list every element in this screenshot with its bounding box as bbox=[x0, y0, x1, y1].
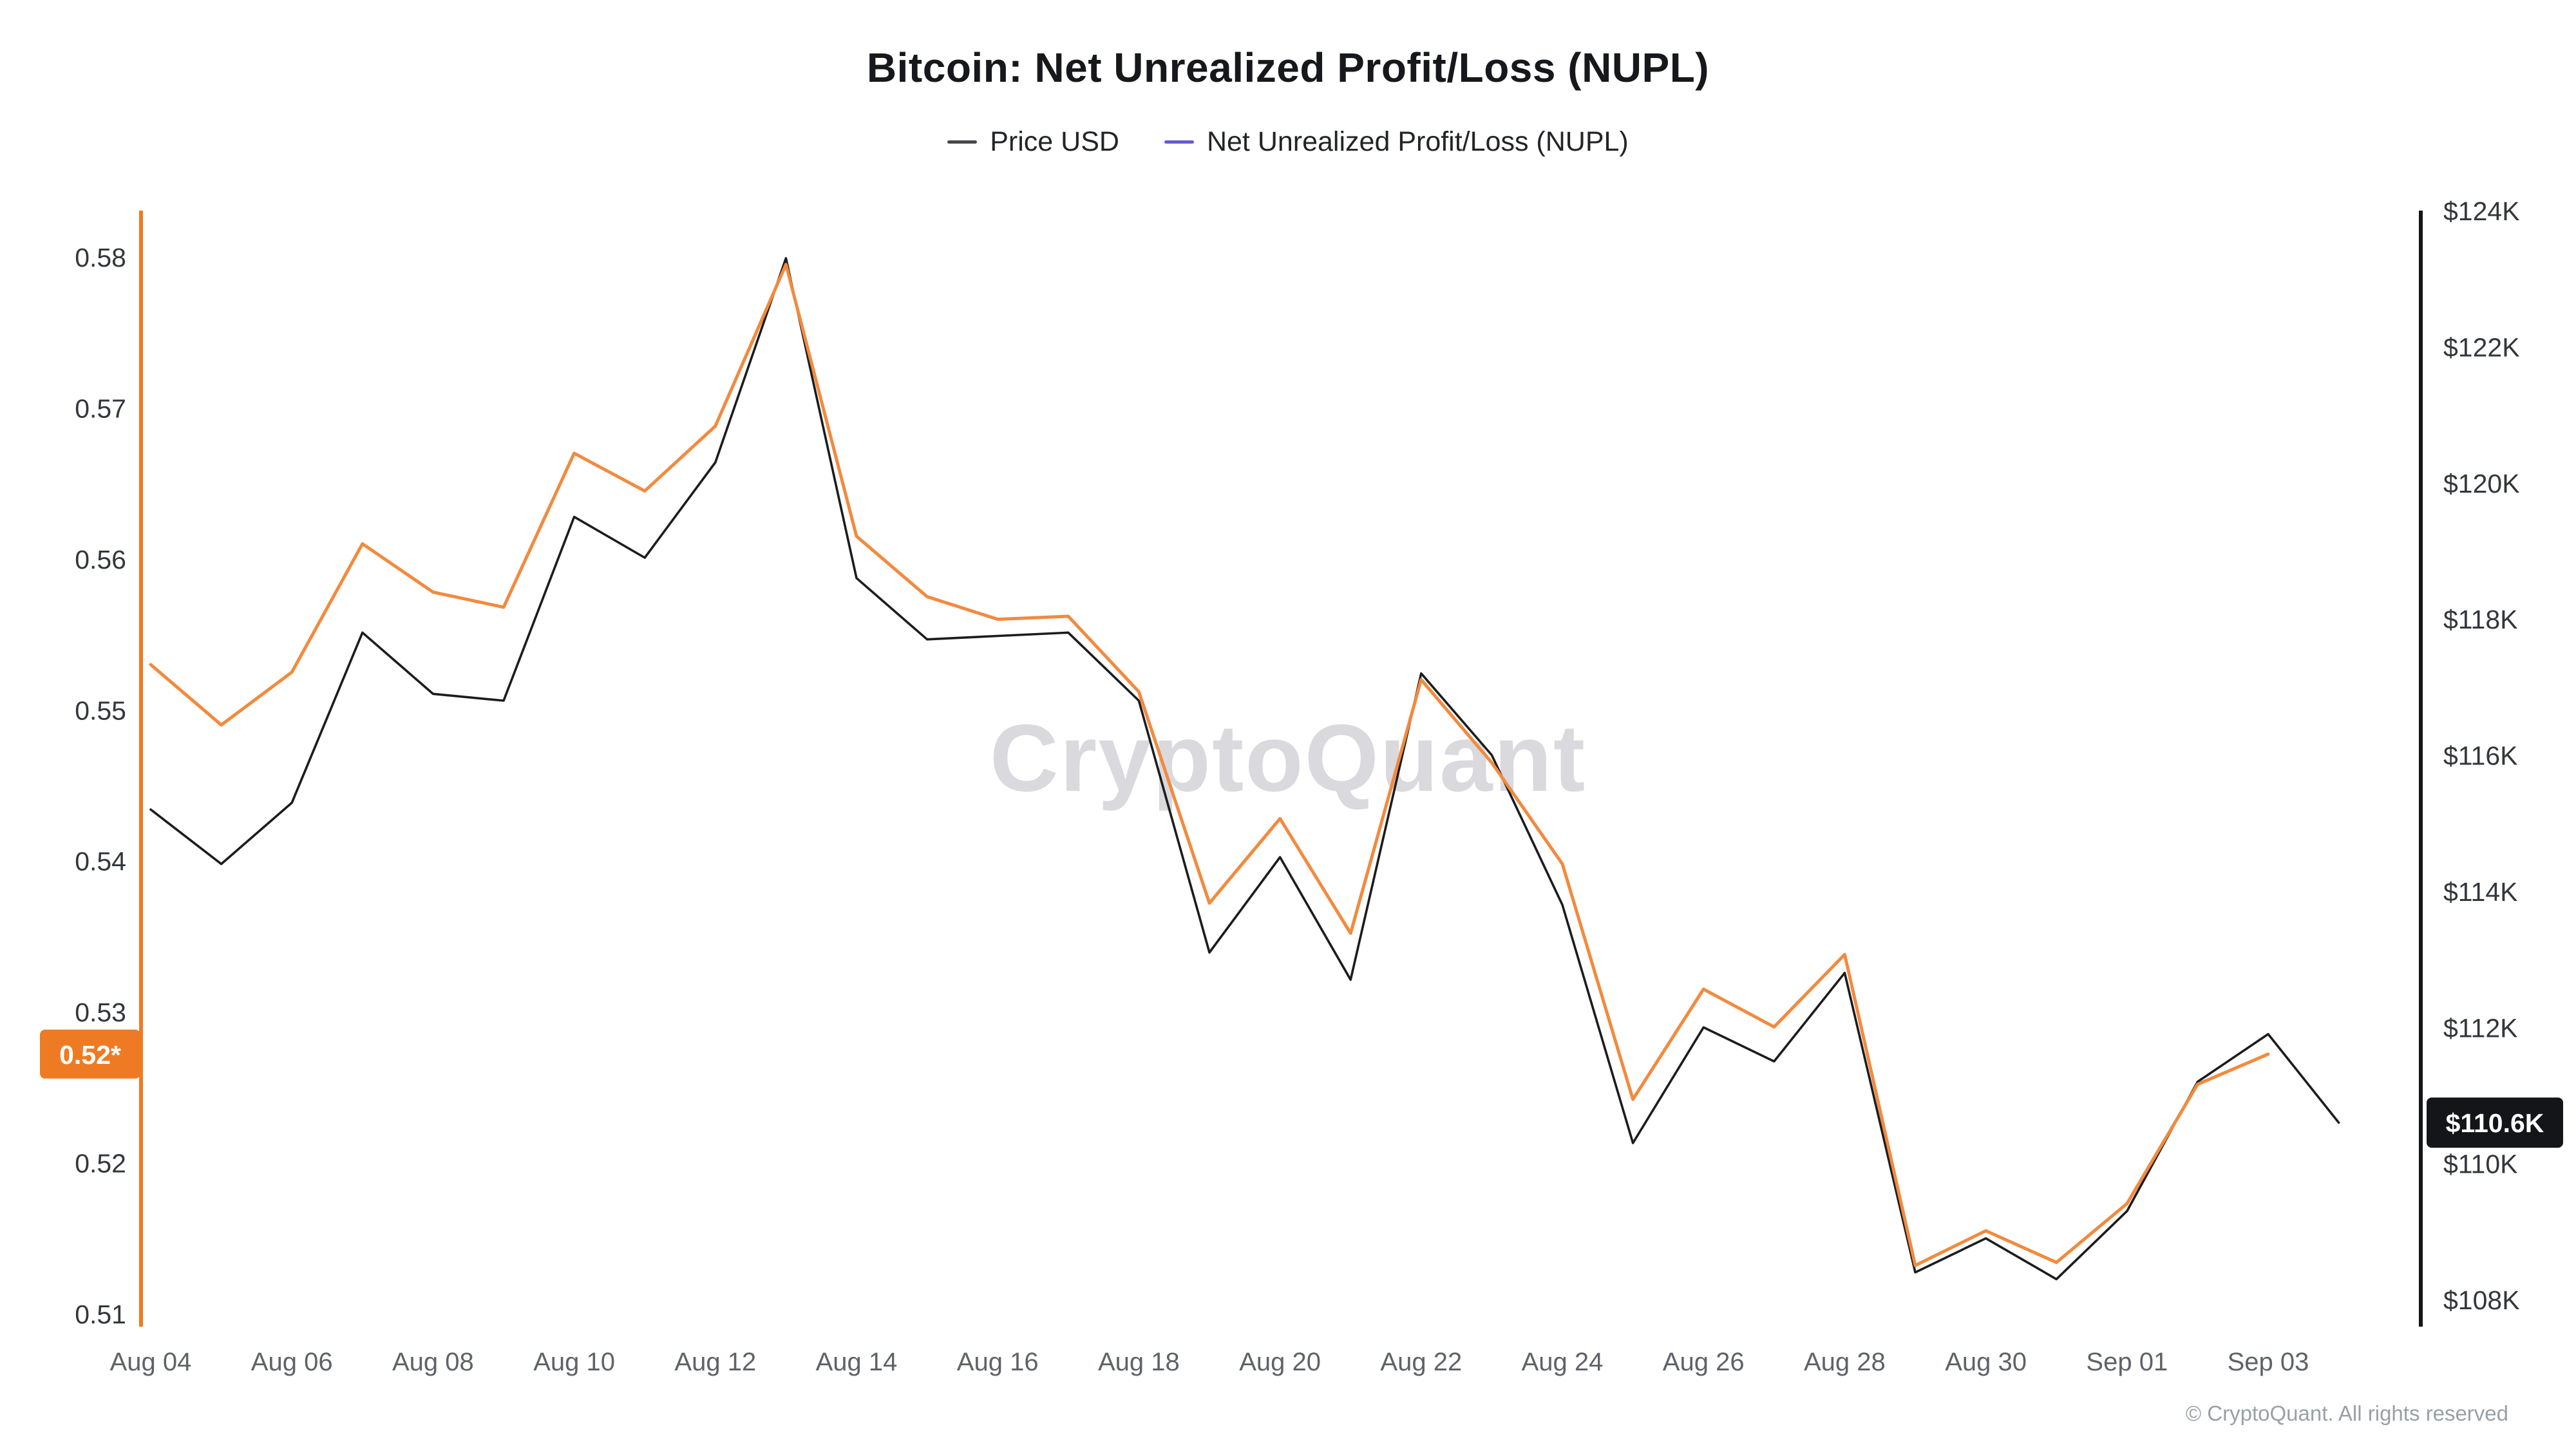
legend-label-price: Price USD bbox=[990, 126, 1119, 157]
x-axis-tick-label: Aug 20 bbox=[1239, 1348, 1321, 1376]
x-axis-tick-label: Aug 30 bbox=[1945, 1348, 2027, 1376]
x-axis-tick-label: Aug 04 bbox=[110, 1348, 192, 1376]
right-axis-tick-label: $110K bbox=[2443, 1150, 2518, 1179]
x-axis-tick-label: Aug 10 bbox=[533, 1348, 615, 1376]
legend-item-price[interactable]: Price USD bbox=[947, 126, 1119, 158]
left-axis-tick-label: 0.54 bbox=[75, 847, 126, 876]
x-axis-tick-label: Aug 06 bbox=[251, 1348, 333, 1376]
right-axis-tick-label: $122K bbox=[2443, 332, 2520, 362]
left-axis-tick-label: 0.51 bbox=[75, 1300, 126, 1329]
right-axis-tick-label: $114K bbox=[2443, 877, 2518, 907]
left-axis-tick-label: 0.58 bbox=[75, 243, 126, 272]
price-current-badge-label: $110.6K bbox=[2446, 1108, 2544, 1138]
legend-item-nupl[interactable]: Net Unrealized Profit/Loss (NUPL) bbox=[1164, 126, 1629, 158]
x-axis-tick-label: Aug 26 bbox=[1663, 1348, 1745, 1376]
axis-badges: 0.52* $110.6K bbox=[40, 1029, 2563, 1148]
legend-label-nupl: Net Unrealized Profit/Loss (NUPL) bbox=[1206, 126, 1629, 157]
x-axis-tick-label: Aug 08 bbox=[392, 1348, 474, 1376]
series bbox=[149, 257, 2340, 1281]
series-line-price[interactable] bbox=[149, 257, 2340, 1281]
right-axis-tick-label: $124K bbox=[2443, 196, 2520, 226]
copyright-text: © CryptoQuant. All rights reserved bbox=[2185, 1401, 2508, 1425]
x-axis-tick-label: Aug 22 bbox=[1380, 1348, 1462, 1376]
nupl-current-badge bbox=[40, 1029, 140, 1079]
left-axis-tick-label: 0.52 bbox=[75, 1149, 126, 1179]
right-axis-tick-label: $118K bbox=[2443, 605, 2518, 634]
right-axis-tick-label: $112K bbox=[2443, 1013, 2518, 1043]
chart-title: Bitcoin: Net Unrealized Profit/Loss (NUP… bbox=[866, 44, 1710, 91]
x-axis-tick-label: Sep 01 bbox=[2086, 1348, 2168, 1376]
left-axis-tick-label: 0.55 bbox=[75, 696, 126, 725]
left-axis-tick-label: 0.57 bbox=[75, 393, 126, 423]
axes: 0.58 0.57 0.56 0.55 0.54 0.53 0.52 0.51 $124K $12… bbox=[75, 196, 2519, 1376]
price-current-badge bbox=[2427, 1097, 2563, 1148]
x-axis-tick-label: Aug 12 bbox=[674, 1348, 756, 1376]
x-axis-tick-label: Aug 14 bbox=[816, 1348, 898, 1376]
watermark: CryptoQuant bbox=[990, 705, 1586, 811]
x-axis-tick-label: Aug 16 bbox=[957, 1348, 1039, 1376]
x-axis-tick-label: Aug 28 bbox=[1804, 1348, 1886, 1376]
series-line-nupl[interactable] bbox=[149, 263, 2270, 1267]
right-axis-tick-label: $120K bbox=[2443, 469, 2520, 498]
left-axis-tick-label: 0.53 bbox=[75, 998, 126, 1027]
nupl-current-badge-label: 0.52* bbox=[59, 1040, 121, 1070]
price-legend-swatch-icon bbox=[947, 140, 978, 144]
x-axis-tick-label: Aug 24 bbox=[1522, 1348, 1604, 1376]
legend: Price USD Net Unrealized Profit/Loss (NU… bbox=[0, 126, 2576, 158]
right-axis-tick-label: $116K bbox=[2443, 741, 2518, 771]
x-axis-tick-label: Sep 03 bbox=[2228, 1348, 2309, 1376]
nupl-legend-swatch-icon bbox=[1164, 140, 1194, 144]
left-axis-tick-label: 0.56 bbox=[75, 545, 126, 574]
x-axis-tick-label: Aug 18 bbox=[1098, 1348, 1180, 1376]
right-axis-tick-label: $108K bbox=[2443, 1285, 2520, 1315]
